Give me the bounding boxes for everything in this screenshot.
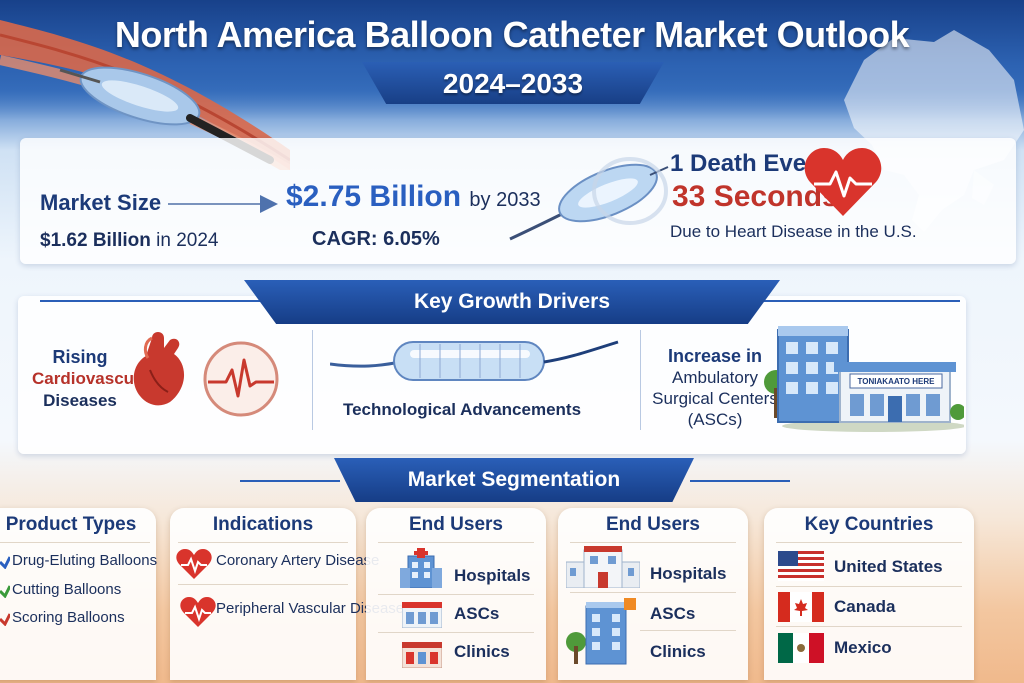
cagr-value: CAGR: 6.05%	[312, 228, 440, 250]
divider	[570, 542, 736, 543]
indication-item: Coronary Artery Disease	[216, 552, 380, 569]
green-check-icon	[0, 585, 10, 598]
end-users-heading: End Users	[409, 514, 503, 535]
page-title: North America Balloon Catheter Market Ou…	[114, 14, 910, 55]
divider	[378, 542, 534, 543]
heart-ecg-icon	[180, 597, 216, 627]
hospital-icon	[400, 548, 442, 588]
divider	[40, 300, 270, 302]
divider	[776, 626, 962, 627]
end-user-item: Clinics	[454, 642, 510, 661]
market-size-label: Market Size	[40, 190, 162, 215]
period-ribbon	[362, 62, 664, 104]
driver-technology: Technological Advancements	[342, 400, 582, 419]
size-2024-suffix: in 2024	[156, 230, 219, 251]
balloon-catheter-icon	[509, 157, 669, 241]
us-flag-icon	[778, 551, 824, 581]
divider	[178, 584, 348, 585]
driver3-line4: (ASCs)	[687, 410, 743, 429]
arrow-right-icon	[168, 195, 278, 213]
segmentation-title: Market Segmentation	[407, 468, 621, 491]
death-stat-line1: 1 Death Every	[670, 150, 829, 177]
card-product-types	[0, 508, 156, 680]
asc-icon	[402, 602, 442, 628]
driver3-line2: Ambulatory	[672, 368, 758, 387]
end-user-item: Clinics	[650, 642, 706, 661]
driver-cardiovascular: Rising Cardiovascular Diseases	[32, 346, 155, 412]
divider	[640, 330, 641, 430]
size-2024-value: $1.62 Billion	[40, 230, 151, 251]
card-indications	[170, 508, 356, 680]
divider	[240, 480, 340, 482]
mexico-flag-icon	[778, 633, 824, 663]
segmentation-ribbon	[334, 458, 694, 502]
red-check-icon	[0, 613, 10, 626]
driver1-line2: Cardiovascular	[32, 369, 155, 388]
end-user-item: Hospitals	[454, 566, 531, 585]
divider	[776, 586, 962, 587]
country-item: Canada	[834, 597, 896, 616]
divider	[312, 330, 313, 430]
asc-icon	[566, 598, 636, 665]
end-users-heading: End Users	[606, 514, 700, 535]
country-item: Mexico	[834, 638, 892, 657]
indications-heading: Indications	[212, 514, 314, 535]
divider	[378, 632, 534, 633]
divider	[178, 542, 348, 543]
driver1-line1: Rising	[52, 347, 108, 367]
hospital-buildings-icon: TONIAKAATO HERE	[764, 326, 964, 432]
driver3-line3: Surgical Centers	[652, 389, 778, 408]
heart-ecg-icon	[176, 549, 212, 579]
divider	[570, 592, 736, 593]
size-2033-suffix: by 2033	[469, 189, 541, 211]
market-size-2024: $1.62 Billion in 2024	[40, 230, 219, 252]
size-2033-value: $2.75 Billion	[286, 180, 462, 213]
divider	[745, 300, 960, 302]
blue-check-icon	[0, 556, 10, 569]
end-user-item: ASCs	[650, 604, 696, 623]
balloon-catheter-icon	[330, 340, 619, 381]
death-stat-line2: 33 Seconds	[672, 180, 839, 213]
heart-organ-icon	[133, 332, 185, 406]
period-label: 2024–2033	[442, 68, 584, 99]
building-sign: TONIAKAATO HERE	[858, 377, 936, 386]
clinic-icon	[402, 642, 442, 668]
product-types-heading: Product Types	[5, 514, 137, 535]
indication-item: Peripheral Vascular Disease	[216, 600, 405, 617]
driver3-line1: Increase in	[667, 346, 763, 366]
divider	[640, 630, 736, 631]
growth-drivers-ribbon	[244, 280, 780, 324]
canada-flag-icon	[778, 592, 824, 622]
divider	[690, 480, 790, 482]
product-type-item: Cutting Balloons	[12, 581, 122, 598]
ecg-circle-icon	[203, 341, 279, 417]
divider	[378, 594, 534, 595]
country-item: United States	[834, 557, 943, 576]
heart-ecg-icon	[804, 148, 882, 216]
growth-drivers-title: Key Growth Drivers	[413, 290, 611, 313]
hospital-icon	[566, 546, 640, 588]
divider	[776, 542, 962, 543]
product-type-item: Drug-Eluting Balloons	[12, 552, 158, 569]
end-user-item: Hospitals	[650, 564, 727, 583]
death-stat-line3: Due to Heart Disease in the U.S.	[670, 222, 917, 241]
key-countries-heading: Key Countries	[804, 514, 934, 535]
divider	[0, 542, 150, 543]
driver1-line3: Diseases	[43, 391, 117, 410]
end-user-item: ASCs	[454, 604, 500, 623]
driver-ascs: Increase in Ambulatory Surgical Centers …	[650, 346, 780, 430]
product-type-item: Scoring Balloons	[12, 609, 125, 626]
market-size-2033: $2.75 Billion by 2033	[286, 180, 541, 214]
